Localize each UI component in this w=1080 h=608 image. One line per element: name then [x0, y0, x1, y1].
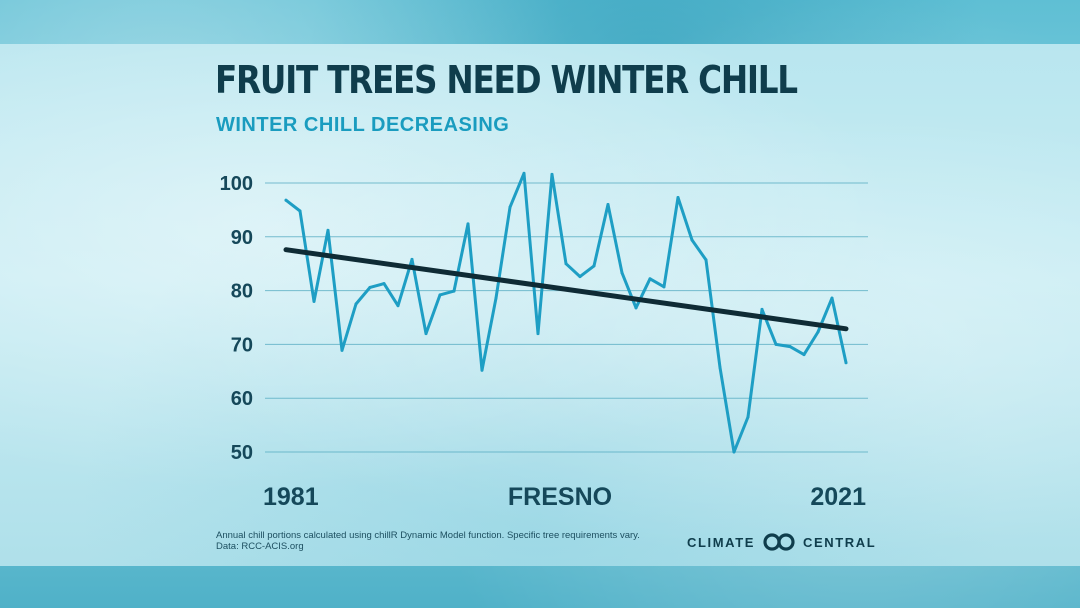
data-point — [396, 304, 400, 308]
footnote-line-1: Annual chill portions calculated using c… — [216, 530, 640, 541]
data-point — [522, 171, 526, 175]
series-line — [284, 171, 848, 454]
data-point — [718, 366, 722, 370]
data-point — [732, 450, 736, 454]
x-axis-label: FRESNO — [508, 483, 612, 511]
data-point — [424, 332, 428, 336]
trend-line — [283, 247, 849, 332]
page-subtitle: WINTER CHILL DECREASING — [216, 114, 510, 136]
data-point — [844, 361, 848, 365]
data-point — [592, 264, 596, 268]
data-point — [354, 302, 358, 306]
y-tick-label: 80 — [231, 281, 253, 303]
data-point — [508, 205, 512, 209]
data-point — [494, 296, 498, 300]
series-layer — [284, 171, 848, 454]
data-point — [774, 342, 778, 346]
y-tick-label: 100 — [220, 173, 253, 195]
x-tick-label-start: 1981 — [263, 483, 319, 511]
y-tick-label: 70 — [231, 334, 253, 356]
data-point — [452, 289, 456, 293]
data-point — [298, 209, 302, 213]
logo-text-right: CENTRAL — [803, 534, 877, 550]
data-point — [466, 222, 470, 226]
x-tick-label-end: 2021 — [810, 483, 866, 511]
data-point — [564, 262, 568, 266]
data-point — [830, 296, 834, 300]
climate-central-logo: CLIMATE CENTRAL — [687, 532, 876, 552]
data-point — [536, 332, 540, 336]
data-point — [312, 299, 316, 303]
y-tick-label: 50 — [231, 442, 253, 464]
y-tick-label: 90 — [231, 227, 253, 249]
data-point — [634, 306, 638, 310]
data-point — [648, 277, 652, 281]
data-point — [690, 238, 694, 242]
y-tick-label: 60 — [231, 388, 253, 410]
data-point — [746, 415, 750, 419]
data-point — [382, 282, 386, 286]
data-point — [760, 307, 764, 311]
data-point — [704, 258, 708, 262]
data-point — [550, 172, 554, 176]
y-axis-ticks: 100 90 80 70 60 50 — [220, 173, 253, 464]
page-title: FRUIT TREES NEED WINTER CHILL — [215, 58, 798, 102]
data-point — [340, 348, 344, 352]
data-point — [480, 368, 484, 372]
climate-central-rings-icon — [763, 533, 795, 551]
data-point — [606, 203, 610, 207]
data-point — [578, 275, 582, 279]
data-point — [662, 285, 666, 289]
footnote-line-2: Data: RCC-ACIS.org — [216, 541, 304, 552]
trend-layer — [283, 247, 849, 332]
data-point — [816, 330, 820, 334]
data-point — [410, 257, 414, 261]
data-point — [368, 285, 372, 289]
footnote: Annual chill portions calculated using c… — [216, 530, 640, 552]
data-point — [438, 293, 442, 297]
data-point — [326, 228, 330, 232]
data-point — [802, 353, 806, 357]
logo-text-left: CLIMATE — [687, 534, 756, 550]
data-point — [284, 198, 288, 202]
data-point — [676, 196, 680, 200]
data-point — [620, 271, 624, 275]
data-point — [788, 345, 792, 349]
x-axis-labels: 1981 2021 FRESNO — [263, 483, 866, 511]
